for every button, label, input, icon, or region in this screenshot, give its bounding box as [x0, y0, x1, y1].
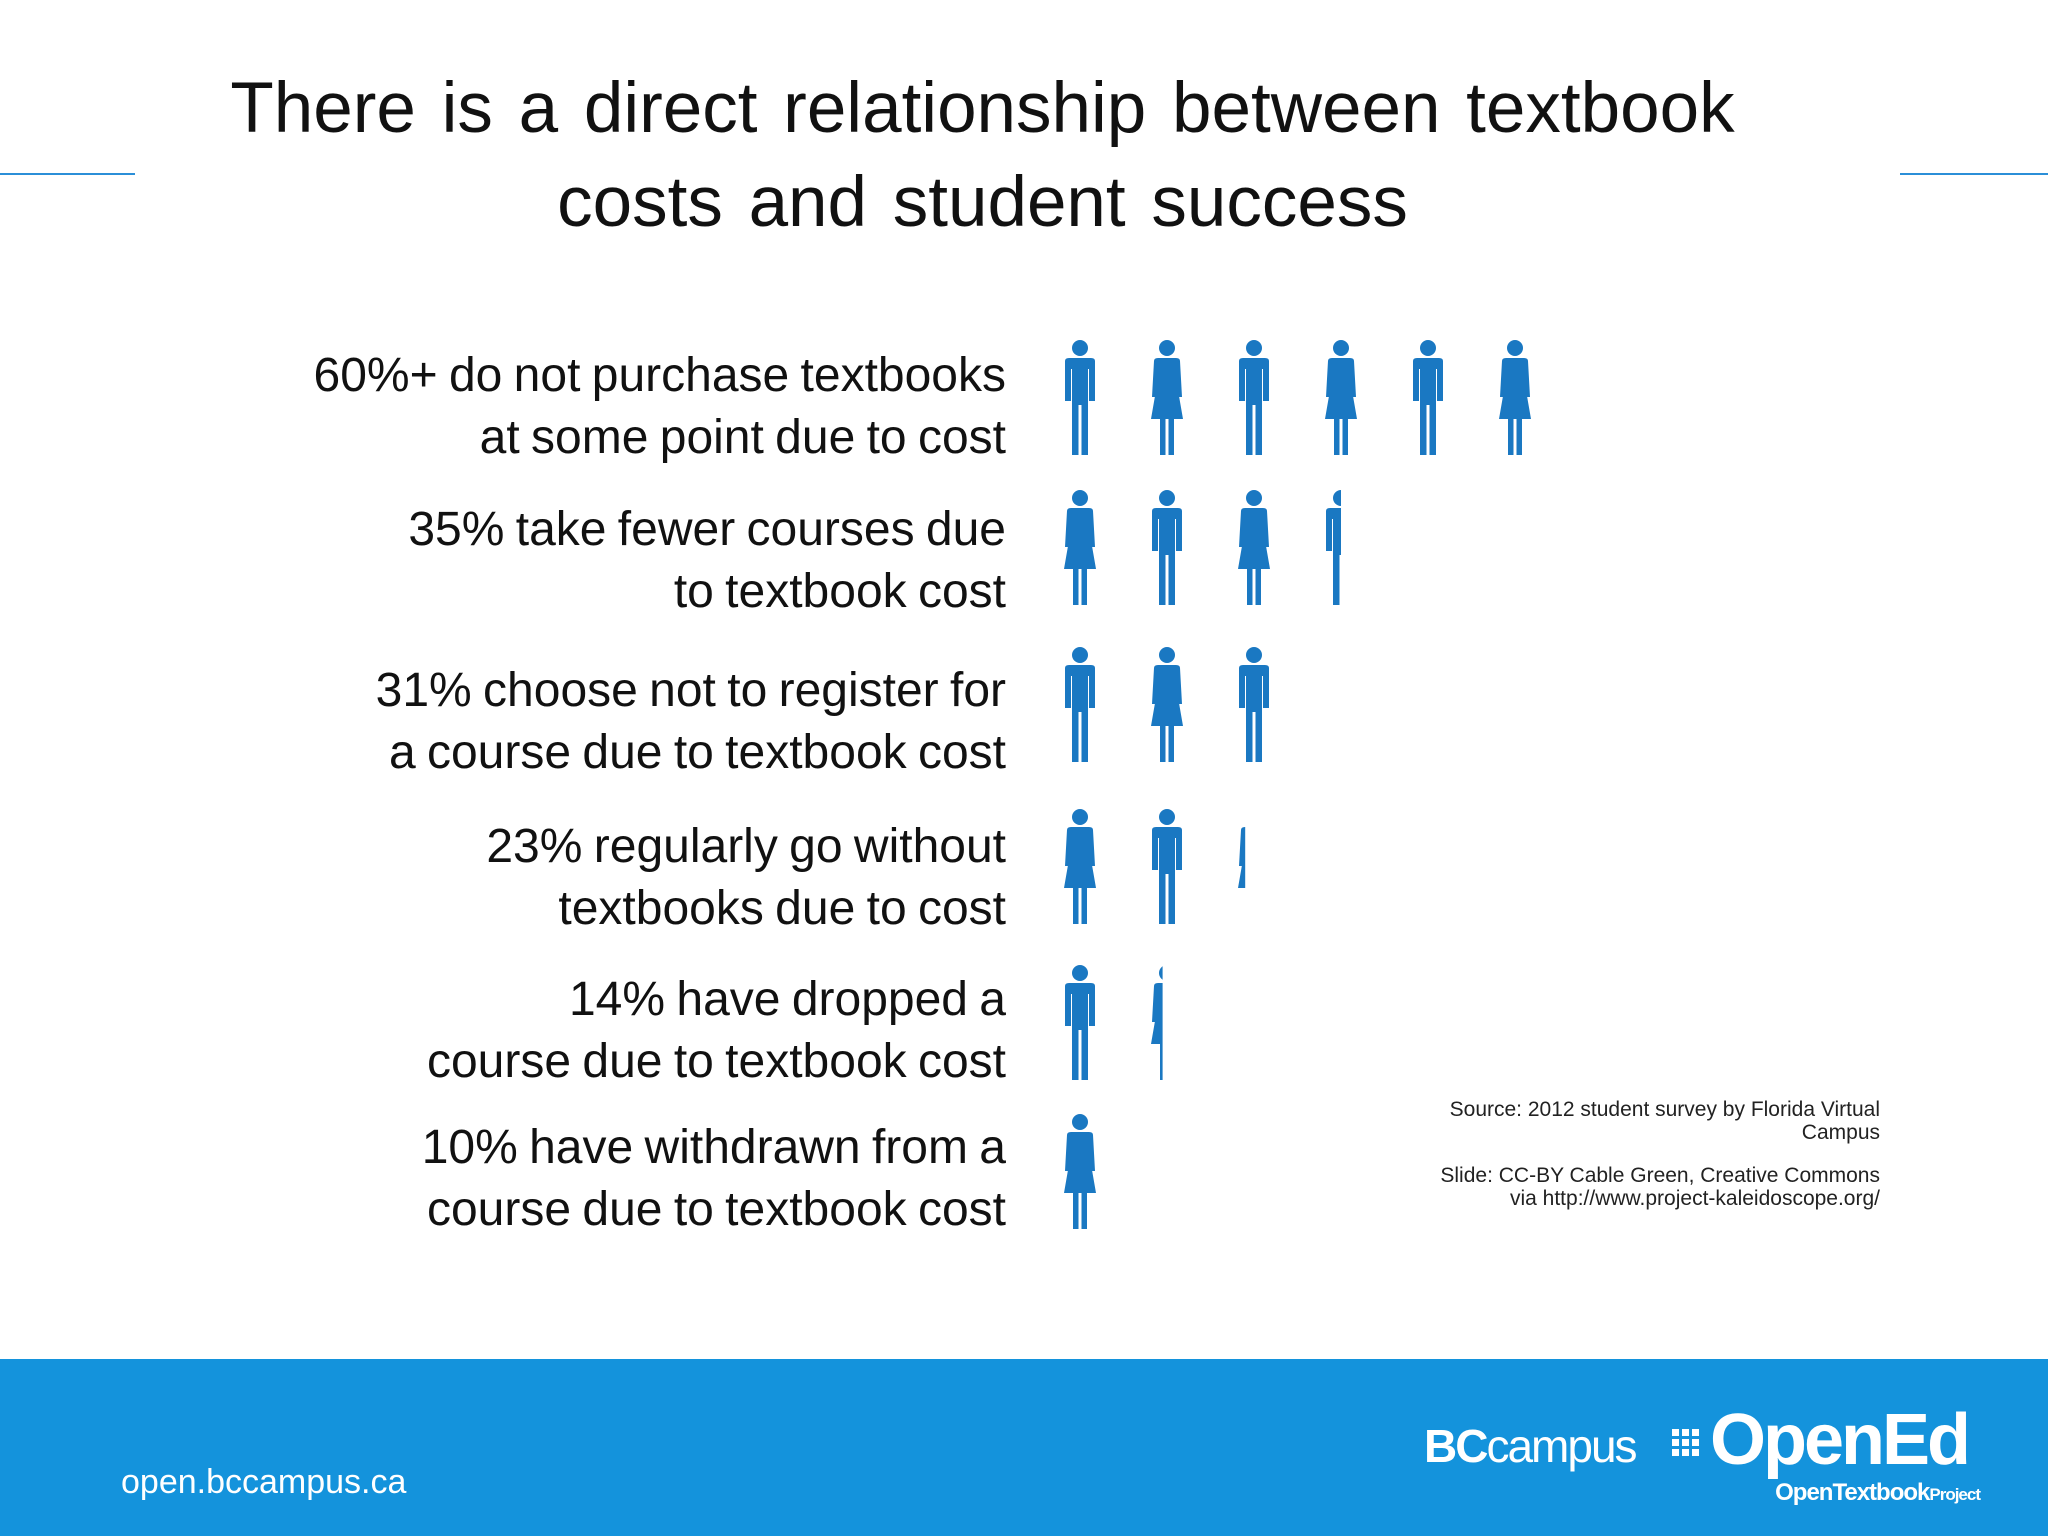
slide-title-line1: There is a direct relationship between t… [230, 69, 1735, 148]
header-rule-left [0, 173, 135, 175]
slide-title: There is a direct relationship between t… [0, 62, 1965, 250]
logo-opened: OpenEd [1710, 1400, 1971, 1480]
logo-dots-icon [1672, 1429, 1699, 1456]
row-label-3-line2: a course due to textbook cost [388, 726, 1006, 779]
figure-row4-1-woman [1064, 809, 1096, 924]
row-label-6-line1: 10% have withdrawn from a [421, 1121, 1006, 1174]
source-spacer [1180, 1144, 1880, 1164]
figure-row3-3-man [1239, 647, 1269, 762]
row-label-5-line2: course due to textbook cost [426, 1035, 1006, 1088]
footer-url[interactable]: open.bccampus.ca [121, 1463, 407, 1501]
logo-opentextbook: OpenTextbookProject [1775, 1479, 1981, 1507]
logo-bc-text: BC [1424, 1420, 1488, 1472]
slide-title-line2: costs and student success [557, 163, 1408, 242]
figure-row2-3-woman [1238, 490, 1270, 605]
footer-bar [0, 1359, 2048, 1536]
figure-row1-4-woman [1325, 340, 1357, 455]
source-line4: via http://www.project-kaleidoscope.org/ [1509, 1187, 1880, 1210]
figure-row2-2-man [1152, 490, 1182, 605]
bccampus-opened-logo: BCcampus OpenEd OpenTextbookProject [1420, 1400, 1981, 1515]
figure-row3-2-woman [1151, 647, 1183, 762]
row-label-1: 60%+ do not purchase textbooks at some p… [106, 345, 1006, 469]
figure-row1-6-woman [1499, 340, 1531, 455]
figure-row2-1-woman [1064, 490, 1096, 605]
row-label-1-line1: 60%+ do not purchase textbooks [313, 349, 1006, 402]
figure-row3-1-man [1065, 647, 1095, 762]
row-label-4: 23% regularly go without textbooks due t… [106, 816, 1006, 940]
row-label-6: 10% have withdrawn from a course due to … [106, 1117, 1006, 1241]
figure-row1-3-man [1239, 340, 1269, 455]
row-label-3: 31% choose not to register for a course … [106, 660, 1006, 784]
row-label-5: 14% have dropped a course due to textboo… [106, 969, 1006, 1093]
row-label-3-line1: 31% choose not to register for [375, 664, 1006, 717]
row-label-5-line1: 14% have dropped a [568, 973, 1006, 1026]
logo-campus-text: campus [1486, 1420, 1637, 1472]
row-label-1-line2: at some point due to cost [479, 411, 1006, 464]
header-rule-right [1900, 173, 2048, 175]
source-line2: Campus [1801, 1121, 1880, 1144]
logo-bccampus: BCcampus [1424, 1419, 1638, 1473]
figure-row1-5-man [1413, 340, 1443, 455]
row-label-4-line2: textbooks due to cost [558, 882, 1006, 935]
row-label-2-line1: 35% take fewer courses due [408, 503, 1006, 556]
logo-otp-small: Project [1929, 1485, 1981, 1504]
source-note: Source: 2012 student survey by Florida V… [1180, 1098, 1880, 1210]
figure-row2-4-man [1326, 490, 1341, 605]
row-label-2-line2: to textbook cost [673, 565, 1006, 618]
row-label-2: 35% take fewer courses due to textbook c… [106, 499, 1006, 623]
figure-row6-1-woman [1064, 1114, 1096, 1229]
figure-row3-4-woman [1325, 647, 1357, 762]
figure-row4-2-man [1152, 809, 1182, 924]
figure-row4-3-woman [1238, 827, 1246, 888]
row-label-4-line1: 23% regularly go without [486, 820, 1006, 873]
source-line3: Slide: CC-BY Cable Green, Creative Commo… [1440, 1164, 1880, 1187]
figure-row5-1-man [1065, 965, 1095, 1080]
figure-row1-2-woman [1151, 340, 1183, 455]
logo-otp-main: OpenTextbook [1775, 1479, 1930, 1506]
source-line1: Source: 2012 student survey by Florida V… [1449, 1098, 1880, 1121]
figure-row5-2-woman [1151, 966, 1163, 1080]
figure-row1-1-man [1065, 340, 1095, 455]
row-label-6-line2: course due to textbook cost [426, 1183, 1006, 1236]
